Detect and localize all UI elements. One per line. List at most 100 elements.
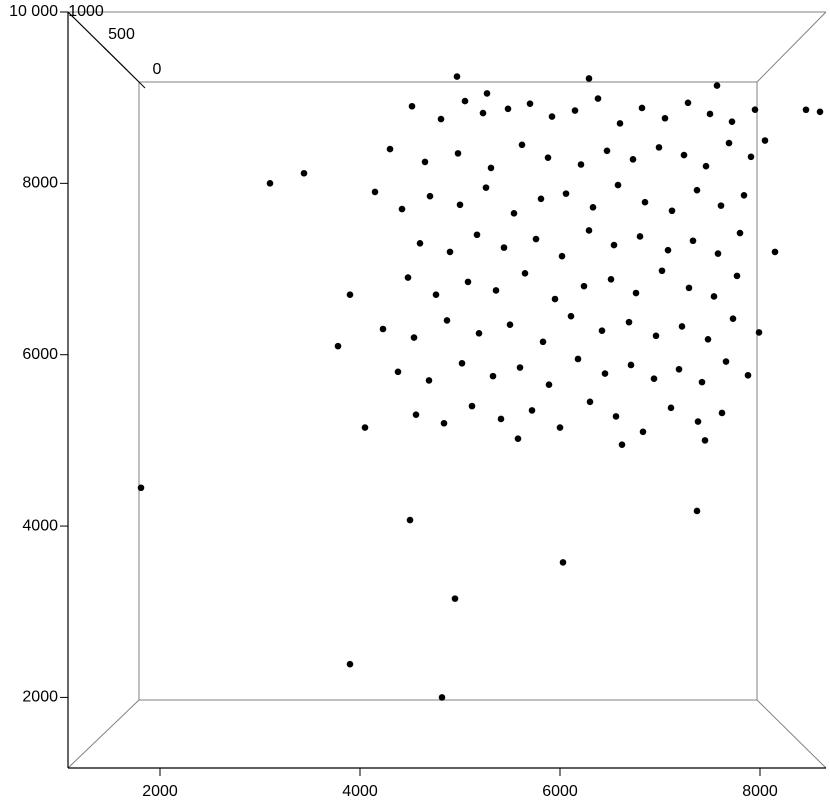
point	[706, 110, 714, 118]
y-tick-label: 2000	[22, 689, 58, 706]
point	[266, 180, 274, 187]
point	[729, 315, 737, 323]
point	[464, 278, 472, 286]
x-tick-label: 8000	[742, 783, 778, 800]
point	[717, 202, 725, 209]
point	[438, 694, 446, 701]
point	[426, 192, 434, 200]
point	[510, 210, 518, 217]
point	[506, 321, 514, 329]
point	[685, 284, 693, 292]
point	[598, 327, 606, 335]
point	[678, 323, 686, 330]
back-face	[138, 81, 758, 701]
point	[537, 195, 545, 203]
point	[454, 150, 462, 157]
point	[346, 291, 354, 299]
point	[532, 235, 540, 243]
point	[603, 147, 611, 155]
point	[487, 164, 495, 172]
point	[432, 291, 440, 299]
point	[516, 364, 524, 371]
point	[461, 97, 469, 105]
box-edge	[67, 699, 140, 769]
point	[483, 90, 491, 97]
point	[585, 75, 593, 82]
point	[539, 338, 547, 346]
point	[816, 108, 824, 116]
point	[771, 248, 779, 256]
point	[500, 244, 508, 251]
point	[479, 109, 487, 117]
point	[627, 361, 635, 369]
point	[398, 205, 406, 213]
point	[446, 248, 454, 256]
point	[761, 137, 769, 144]
point	[556, 424, 564, 431]
point	[636, 233, 644, 240]
point	[747, 153, 755, 161]
point	[577, 161, 585, 168]
point	[456, 201, 464, 209]
point	[526, 100, 534, 107]
point	[751, 106, 759, 113]
y-tick-label: 6000	[22, 346, 58, 363]
point	[740, 192, 748, 199]
point	[638, 104, 646, 112]
point	[639, 428, 647, 436]
point	[655, 144, 663, 151]
point	[704, 335, 712, 343]
point	[371, 188, 379, 196]
point	[689, 237, 697, 245]
y-tick-label: 10 000	[9, 3, 58, 20]
point	[137, 484, 145, 492]
point	[607, 276, 615, 283]
point	[625, 318, 633, 326]
point	[379, 325, 387, 333]
point	[504, 105, 512, 113]
point	[548, 113, 556, 120]
point	[416, 240, 424, 247]
point	[725, 139, 733, 147]
point	[641, 198, 649, 206]
point	[559, 559, 567, 566]
point	[684, 99, 692, 107]
x-tick-label: 2000	[142, 783, 178, 800]
z-tick-label: 1000	[68, 3, 104, 20]
point	[594, 95, 602, 102]
point	[710, 293, 718, 300]
point	[680, 151, 688, 159]
point	[425, 377, 433, 384]
point	[701, 437, 709, 444]
point	[802, 106, 810, 114]
point	[632, 289, 640, 297]
z-tick	[138, 81, 146, 89]
point	[586, 398, 594, 406]
point	[361, 424, 369, 431]
point	[614, 181, 622, 189]
point	[412, 411, 420, 418]
point	[589, 204, 597, 211]
point	[386, 145, 394, 153]
point	[574, 355, 582, 363]
point	[675, 365, 683, 373]
point	[618, 441, 626, 448]
point	[558, 252, 566, 260]
point	[451, 595, 459, 602]
point	[334, 342, 342, 350]
point	[406, 516, 414, 524]
point	[616, 120, 624, 127]
point	[551, 295, 559, 303]
point	[714, 250, 722, 257]
point	[440, 419, 448, 427]
point	[567, 312, 575, 320]
point	[601, 370, 609, 377]
point	[514, 435, 522, 442]
point	[482, 184, 490, 191]
point	[453, 73, 461, 80]
point	[661, 114, 669, 122]
point	[667, 404, 675, 412]
point	[755, 329, 763, 336]
point	[518, 141, 526, 149]
point	[528, 407, 536, 414]
